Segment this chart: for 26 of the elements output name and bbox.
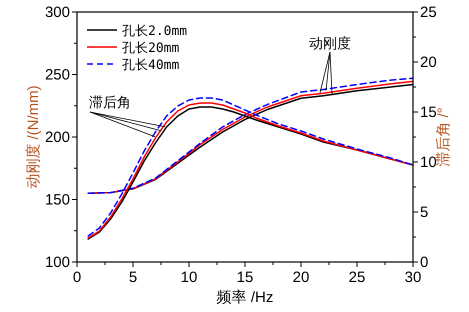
y-tick-label: 250: [44, 66, 70, 84]
x-tick-label: 5: [128, 269, 138, 286]
y2-tick-label: 0: [420, 254, 428, 271]
y-tick-label: 100: [44, 254, 70, 271]
legend-label: 孔长20mm: [122, 41, 180, 56]
x-tick-label: 20: [292, 269, 310, 286]
legend-label: 孔长2.0mm: [122, 24, 188, 39]
x-tick-label: 15: [236, 269, 254, 286]
y2-tick-label: 10: [420, 154, 437, 171]
y2-tick-label: 25: [420, 4, 437, 21]
annotation: 动刚度: [309, 35, 351, 51]
y2-tick-label: 5: [420, 204, 428, 221]
x-tick-label: 0: [72, 269, 82, 286]
x-tick-label: 30: [404, 269, 422, 286]
annotation: 滞后角: [89, 94, 131, 110]
y2-tick-label: 15: [420, 104, 437, 121]
x-tick-label: 25: [348, 269, 366, 286]
y2-axis-title: 滞后角 /°: [435, 107, 452, 167]
x-axis-title: 频率 /Hz: [216, 289, 274, 306]
y-tick-label: 200: [44, 129, 70, 146]
y-tick-label: 150: [44, 192, 70, 208]
legend-label: 孔长40mm: [122, 58, 180, 73]
y-tick-label: 300: [44, 4, 70, 21]
y2-tick-label: 20: [420, 54, 437, 71]
y-axis-title: 动刚度 /(N/mm): [25, 85, 42, 189]
x-tick-label: 10: [180, 269, 198, 286]
